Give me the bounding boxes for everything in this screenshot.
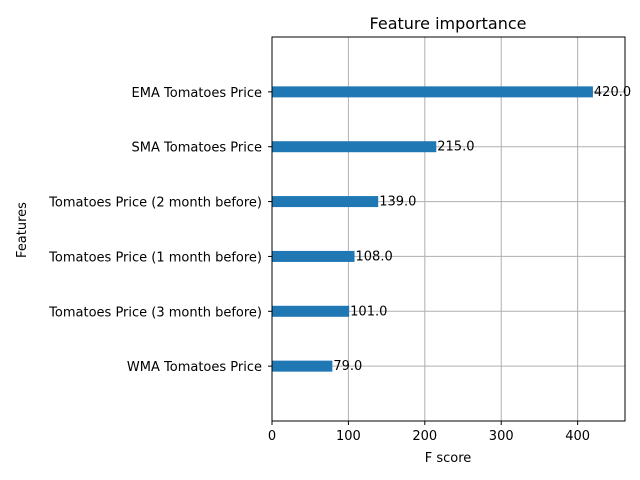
label-layer: 0 100 200 300 400 EMA Tomatoes Price 420.0 SMA … [48, 85, 631, 444]
bar-value-label: 420.0 [594, 85, 631, 100]
bar [272, 141, 437, 153]
bar [272, 305, 350, 317]
y-tick-label: Tomatoes Price (1 month before) [48, 250, 262, 265]
x-tick-label: 100 [336, 429, 361, 444]
bar [272, 196, 379, 208]
chart-title: Feature importance [370, 14, 527, 33]
y-axis-title: Features [15, 202, 30, 258]
plot-frame [271, 36, 626, 422]
bar [272, 86, 593, 98]
bar-value-label: 139.0 [379, 195, 416, 210]
y-tick-label: SMA Tomatoes Price [132, 141, 262, 156]
y-tick-label: WMA Tomatoes Price [127, 360, 262, 375]
bar [272, 360, 333, 372]
y-tick-label: Tomatoes Price (3 month before) [48, 305, 262, 320]
x-tick-label: 400 [565, 429, 590, 444]
bar-value-label: 215.0 [437, 140, 474, 155]
x-axis-title: F score [425, 451, 472, 466]
bar-layer [272, 86, 593, 372]
x-tick-label: 200 [412, 429, 437, 444]
bar-value-label: 79.0 [333, 359, 362, 374]
bar-value-label: 101.0 [350, 304, 387, 319]
x-tick-label: 0 [268, 429, 276, 444]
y-tick-label: Tomatoes Price (2 month before) [48, 196, 262, 211]
y-tick-label: EMA Tomatoes Price [132, 86, 262, 101]
tick-layer [268, 91, 579, 425]
bar [272, 250, 355, 262]
bar-value-label: 108.0 [356, 249, 393, 264]
x-tick-label: 300 [489, 429, 514, 444]
